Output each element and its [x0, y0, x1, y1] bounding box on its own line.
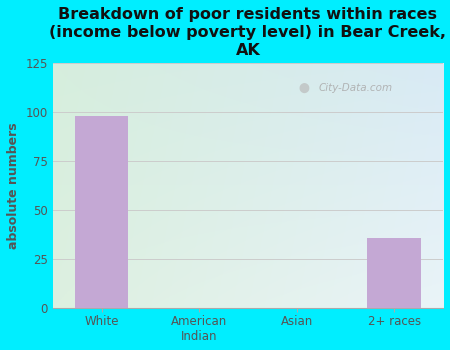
- Y-axis label: absolute numbers: absolute numbers: [7, 122, 20, 249]
- Title: Breakdown of poor residents within races
(income below poverty level) in Bear Cr: Breakdown of poor residents within races…: [50, 7, 446, 58]
- Text: City-Data.com: City-Data.com: [318, 83, 392, 93]
- Bar: [368, 238, 421, 308]
- Text: ⬤: ⬤: [299, 83, 310, 93]
- Bar: [75, 116, 128, 308]
